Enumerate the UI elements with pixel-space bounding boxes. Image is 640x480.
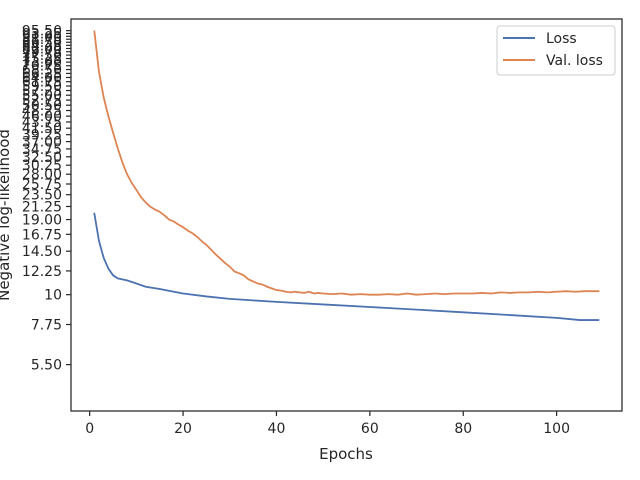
x-axis: 0 20 40 60 80 100 [85,411,570,437]
y-tick-label: 61.75 [22,75,62,91]
y-tick-label: 57.25 [22,84,62,100]
series-line-val-loss [93,30,600,296]
series-layer [93,30,600,321]
y-tick-label: 75.25 [22,52,62,68]
y-tick-label: 95.50 [22,24,62,40]
y-axis: 5.50 7.75 10 12.25 14.5016.7519.0021.2523.50… [22,24,71,374]
y-tick-label: 32.50 [22,150,62,166]
x-tick-label: 20 [174,421,192,437]
y-tick-label: 66.25 [22,66,62,82]
y-tick-label: 46.00 [22,109,62,125]
x-tick-label: 100 [543,421,570,437]
y-tick-label: 82.00 [22,41,62,57]
y-tick-label: 48.25 [22,104,62,120]
y-tick-label: 43.75 [22,115,62,131]
legend: Loss Val. loss [496,25,616,76]
x-tick-label: 80 [454,421,472,437]
y-tick-label: 64.00 [22,70,62,86]
series-line-loss [93,212,600,321]
y-tick-label: 41.50 [22,121,62,137]
x-tick-label: 60 [361,421,379,437]
y-tick-label: 86.50 [22,35,62,51]
y-tick-label: 39.25 [22,128,62,144]
y-tick-label: 50.50 [22,98,62,114]
x-axis-title: Epochs [319,445,373,463]
y-tick-label: 84.25 [22,38,62,54]
y-tick-label: 25.75 [22,177,62,193]
legend-label-loss: Loss [546,31,577,47]
y-tick-label: 21.25 [22,199,62,215]
y-tick-label: 59.50 [22,79,62,95]
y-tick-label: 55.00 [22,88,62,104]
y-tick-label: 12.25 [22,264,62,280]
y-tick-label: 30.25 [22,158,62,174]
y-tick-label: 23.50 [22,188,62,204]
y-tick-label: 88.75 [22,32,62,48]
x-tick-label: 40 [268,421,286,437]
y-tick-label: 37.00 [22,135,62,151]
y-tick-label: 28.00 [22,167,62,183]
y-tick-label: 7.75 [31,317,62,333]
y-tick-label: 16.75 [22,227,62,243]
y-tick-label: 68.50 [22,63,62,79]
y-tick-label: 91.00 [22,29,62,45]
legend-label-val-loss: Val. loss [546,53,603,69]
y-tick-label: 5.50 [31,358,62,374]
y-tick-label: 79.75 [22,45,62,61]
x-tick-label: 0 [85,421,94,437]
y-tick-label: 73.00 [22,55,62,71]
y-tick-label: 14.50 [22,244,62,260]
y-tick-label: 52.75 [22,93,62,109]
y-tick-label: 70.75 [22,59,62,75]
y-tick-label: 77.50 [22,48,62,64]
y-tick-label: 10 [44,288,62,304]
y-tick-label: 34.75 [22,142,62,158]
y-tick-label: 19.00 [22,213,62,229]
plot-frame [70,18,623,412]
y-tick-label: 93.25 [22,26,62,42]
y-axis-title: Negative log-likelihood [0,129,13,301]
